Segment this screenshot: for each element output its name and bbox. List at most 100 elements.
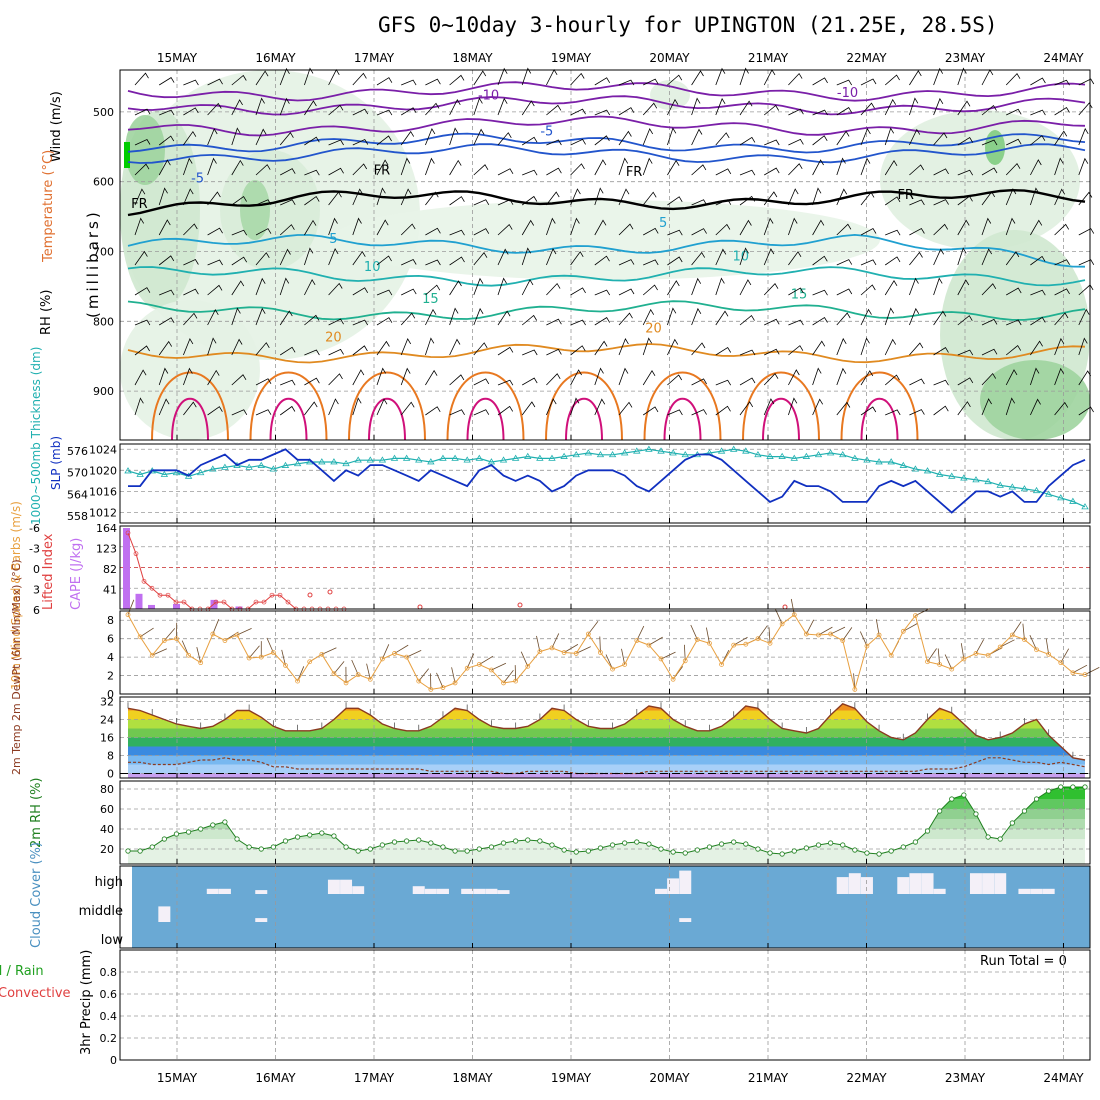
rh-2m-point bbox=[525, 837, 531, 843]
wind-barb bbox=[134, 138, 151, 146]
wind-barb bbox=[885, 409, 901, 416]
cloud-high-bar bbox=[969, 873, 982, 894]
wind-speed-point bbox=[1058, 660, 1064, 666]
wind-barb bbox=[449, 74, 465, 86]
wind-barb-10m bbox=[236, 628, 252, 636]
wind-barb bbox=[304, 278, 316, 296]
wind-barb bbox=[231, 307, 241, 326]
wind-barb bbox=[860, 308, 872, 326]
temp-ytick-label: 16 bbox=[100, 732, 114, 745]
wind-barb bbox=[546, 248, 557, 266]
cloud-high-bar bbox=[667, 878, 680, 894]
wind-barb bbox=[497, 168, 514, 176]
thickness-point bbox=[754, 450, 762, 458]
rh-2m-point bbox=[331, 833, 337, 839]
wind-barb bbox=[957, 315, 973, 326]
wind-barb bbox=[546, 282, 561, 296]
precip-ytick-label: 0.6 bbox=[100, 988, 118, 1001]
wind-barb bbox=[715, 168, 732, 176]
wind-barb bbox=[328, 167, 344, 176]
wind-barb bbox=[449, 409, 465, 416]
wind-barb bbox=[449, 280, 462, 296]
wind-speed-point bbox=[464, 665, 470, 671]
rh-2m-point bbox=[912, 839, 919, 845]
wind-barb bbox=[884, 374, 900, 386]
cloud-high-bar bbox=[909, 873, 922, 894]
rh-2m-point bbox=[924, 828, 931, 834]
wind-barb-10m bbox=[830, 626, 846, 635]
thickness-point bbox=[996, 481, 1004, 488]
rh-2m-point bbox=[379, 842, 385, 848]
wind-barb bbox=[618, 288, 635, 296]
wind-frame bbox=[119, 610, 1091, 695]
cloud-level-label: low bbox=[101, 933, 124, 948]
wind-barb bbox=[594, 367, 604, 386]
rh-2m-point bbox=[634, 839, 640, 845]
lifted-index-point bbox=[165, 592, 171, 598]
rh-2m-point bbox=[500, 840, 507, 846]
wind-barb bbox=[400, 188, 412, 206]
wind-barb bbox=[957, 67, 967, 86]
wind-barb bbox=[715, 405, 731, 416]
cloud-high-bar bbox=[994, 873, 1007, 894]
wind-barb bbox=[594, 187, 604, 206]
wind-speed-point bbox=[852, 686, 858, 692]
wind-barb bbox=[667, 409, 683, 416]
wind-barb bbox=[546, 373, 561, 386]
wind-barb bbox=[1030, 316, 1046, 326]
wind-speed-point bbox=[828, 631, 834, 637]
wind-barb-10m bbox=[1060, 648, 1070, 663]
wind-barb bbox=[425, 128, 436, 146]
wind-barb bbox=[279, 97, 290, 116]
wind-speed-point bbox=[1070, 670, 1076, 676]
wind-speed-point bbox=[137, 634, 143, 640]
wind-speed-point bbox=[525, 663, 531, 669]
wind-barb bbox=[279, 132, 294, 146]
wind-barb bbox=[231, 256, 248, 266]
wind-barb bbox=[860, 284, 876, 296]
wind-barb bbox=[231, 159, 244, 176]
thickness-point bbox=[1020, 485, 1029, 492]
wind-barb-10m bbox=[806, 619, 815, 635]
wind-barb bbox=[546, 167, 562, 176]
contour-label: FR bbox=[131, 197, 148, 212]
thickness-point bbox=[863, 456, 871, 463]
thickness-point bbox=[1044, 490, 1053, 497]
wind-barb bbox=[134, 188, 146, 206]
wind-barb bbox=[909, 227, 925, 236]
wind-speed-point bbox=[913, 613, 918, 619]
wind-barb bbox=[570, 163, 585, 176]
wind-barb bbox=[328, 191, 342, 206]
thickness-point bbox=[524, 452, 532, 459]
slp-ytick-label: 1012 bbox=[89, 506, 117, 519]
wind-barb bbox=[739, 314, 755, 326]
wind-barb bbox=[860, 259, 877, 266]
wind-barb bbox=[691, 128, 703, 146]
wind-speed-point bbox=[755, 636, 761, 642]
temp-contour--10 bbox=[127, 95, 1086, 116]
wind-barb bbox=[231, 374, 247, 386]
wind-barb bbox=[449, 229, 465, 236]
wind-speed-point bbox=[234, 632, 240, 638]
wind-barb bbox=[764, 348, 780, 356]
wind-speed-point bbox=[876, 632, 882, 638]
rh-shading-area bbox=[980, 360, 1090, 440]
wind-barb bbox=[376, 109, 393, 116]
wind-barb bbox=[981, 283, 997, 296]
wind-barb bbox=[328, 104, 344, 116]
contour-label: FR bbox=[626, 165, 643, 180]
wind-barb bbox=[352, 369, 365, 386]
thickness-point bbox=[172, 468, 181, 476]
temp-contour--5 bbox=[127, 143, 1086, 164]
wind-barb bbox=[836, 130, 850, 146]
wind-barb bbox=[836, 337, 847, 356]
wind-barb bbox=[1054, 312, 1069, 326]
wind-barb bbox=[957, 219, 970, 236]
wind-barb bbox=[1005, 251, 1020, 266]
slp-thickness-panel: 1012 1016 1020 1024 558 564 570 576 bbox=[67, 443, 1091, 524]
thickness-point bbox=[960, 474, 968, 481]
wind-barb-10m bbox=[621, 648, 626, 665]
slp-ytick-label: 1020 bbox=[89, 464, 117, 477]
wind-barb bbox=[521, 195, 538, 206]
